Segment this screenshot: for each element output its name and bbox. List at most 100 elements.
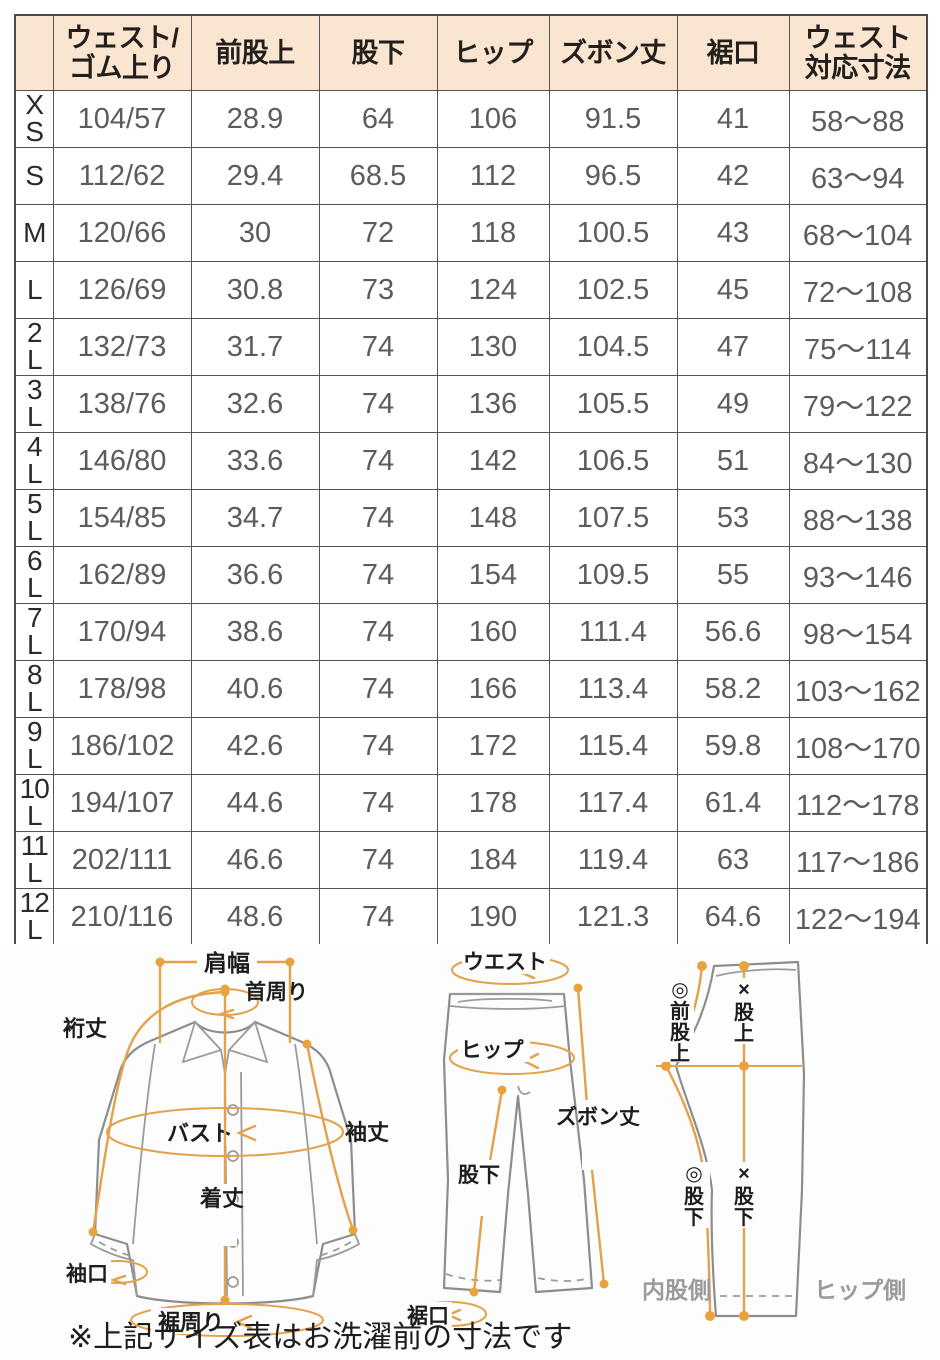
- cell-pants-length: 119.4: [548, 831, 678, 889]
- size-label-part: L: [26, 344, 43, 375]
- cell-front-rise: 36.6: [190, 546, 320, 604]
- header-cell-front-rise: 前股上: [190, 14, 320, 91]
- label-inner-side: 内股側: [642, 1277, 711, 1303]
- cell-front-rise: 40.6: [190, 660, 320, 718]
- cell-inseam: 74: [318, 546, 438, 604]
- size-table-container: ウェスト/ ゴム上り 前股上 股下 ヒップ ズボン丈 裾口: [14, 14, 928, 947]
- table-row: M 120/66 30 72 118 100.5 43 68〜104: [14, 204, 928, 262]
- size-label-part: L: [26, 572, 43, 603]
- cell-hem: 64.6: [676, 888, 790, 947]
- size-label-part: 9: [26, 716, 43, 748]
- cell-pants-length: 102.5: [548, 261, 678, 319]
- cell-waist-fit: 58〜88: [788, 90, 928, 148]
- svg-text:下: 下: [734, 1207, 754, 1229]
- svg-text:上: 上: [734, 1022, 754, 1045]
- cell-hip: 106: [436, 90, 550, 148]
- label-hip-side: ヒップ側: [814, 1277, 906, 1303]
- table-row: 3 L 138/76 32.6 74 136 105.5 49 79〜122: [14, 374, 928, 433]
- size-label-part: L: [26, 743, 43, 774]
- table-row: 2 L 132/73 31.7 74 130 104.5 47 75〜114: [14, 318, 928, 376]
- cell-waist-fit: 98〜154: [788, 603, 928, 661]
- cell-inseam: 74: [318, 318, 438, 376]
- cell-pants-length: 107.5: [548, 489, 678, 547]
- cell-waist: 138/76: [52, 375, 192, 433]
- size-label-part: M: [23, 216, 46, 248]
- cell-inseam: 68.5: [318, 147, 438, 205]
- cell-hem: 51: [676, 432, 790, 490]
- cell-hem: 59.8: [676, 717, 790, 775]
- cell-front-rise: 42.6: [190, 717, 320, 775]
- label-shoulder-width: 肩幅: [204, 950, 250, 976]
- cell-inseam: 64: [318, 90, 438, 148]
- size-label-part: S: [25, 159, 44, 191]
- table-row: 6 L 162/89 36.6 74 154 109.5 55 93〜146: [14, 546, 928, 604]
- cell-pants-length: 91.5: [548, 90, 678, 148]
- cell-pants-length: 100.5: [548, 204, 678, 262]
- cell-hip: 130: [436, 318, 550, 376]
- cell-inseam: 74: [318, 432, 438, 490]
- cell-inseam: 72: [318, 204, 438, 262]
- cell-inseam: 73: [318, 261, 438, 319]
- label-mark-ok-front-rise: ◎: [671, 979, 688, 1001]
- cell-hip: 142: [436, 432, 550, 490]
- header-waist-line1: ウェスト/: [65, 22, 179, 53]
- cell-waist: 170/94: [52, 603, 192, 661]
- cell-waist: 178/98: [52, 660, 192, 718]
- header-inseam-label: 股下: [351, 37, 406, 68]
- cell-waist: 194/107: [52, 774, 192, 832]
- cell-hip: 118: [436, 204, 550, 262]
- cell-hip: 124: [436, 261, 550, 319]
- cell-hip: 112: [436, 147, 550, 205]
- cell-inseam: 74: [318, 603, 438, 661]
- cell-pants-length: 104.5: [548, 318, 678, 376]
- label-mark-ng-rise: ×: [738, 979, 750, 1001]
- cell-hem: 56.6: [676, 603, 790, 661]
- rise-comparison-diagram: ◎ 前 股 上 × 股 上 ◎ 股 下 × 股 下 内股側 ヒップ側: [642, 960, 906, 1321]
- cell-inseam: 74: [318, 660, 438, 718]
- size-label-part: L: [26, 686, 43, 717]
- cell-hem: 58.2: [676, 660, 790, 718]
- cell-waist: 132/73: [52, 318, 192, 376]
- cell-front-rise: 44.6: [190, 774, 320, 832]
- cell-front-rise: 48.6: [190, 888, 320, 947]
- header-waist-fit-line2: 対応寸法: [804, 53, 911, 83]
- size-label-part: L: [26, 515, 43, 546]
- size-label-cell: L: [14, 261, 54, 319]
- size-label-part: 5: [26, 488, 43, 520]
- header-front-rise-label: 前股上: [215, 37, 295, 68]
- label-rise-ng-1: 股: [734, 1001, 754, 1024]
- svg-text:上: 上: [670, 1042, 690, 1065]
- cell-hem: 53: [676, 489, 790, 547]
- cell-pants-length: 96.5: [548, 147, 678, 205]
- size-label-cell: S: [14, 147, 54, 205]
- label-front-rise-ok-1: 前: [670, 999, 690, 1023]
- table-row: 11 L 202/111 46.6 74 184 119.4 63 117〜186: [14, 831, 928, 889]
- label-pants-inseam: 股下: [458, 1164, 500, 1187]
- label-pants-waist: ウエスト: [463, 951, 547, 974]
- header-cell-waist: ウェスト/ ゴム上り: [52, 14, 192, 91]
- cell-waist-fit: 112〜178: [788, 774, 928, 832]
- size-label-part: 12: [19, 887, 50, 919]
- table-header: ウェスト/ ゴム上り 前股上 股下 ヒップ ズボン丈 裾口: [14, 14, 928, 91]
- size-label-part: 3: [26, 374, 43, 406]
- size-label-cell: 11 L: [14, 831, 54, 889]
- header-hem-label: 裾口: [706, 37, 761, 68]
- label-cuff: 袖口: [66, 1262, 108, 1286]
- cell-waist-fit: 108〜170: [788, 717, 928, 775]
- header-cell-hem: 裾口: [676, 14, 790, 91]
- cell-hip: 190: [436, 888, 550, 947]
- size-label-part: L: [26, 458, 43, 489]
- size-label-part: L: [26, 629, 43, 660]
- cell-waist: 112/62: [52, 147, 192, 205]
- cell-hem: 47: [676, 318, 790, 376]
- cell-hip: 154: [436, 546, 550, 604]
- cell-waist: 186/102: [52, 717, 192, 775]
- cell-front-rise: 28.9: [190, 90, 320, 148]
- label-inseam-ok-1: 股: [684, 1185, 704, 1208]
